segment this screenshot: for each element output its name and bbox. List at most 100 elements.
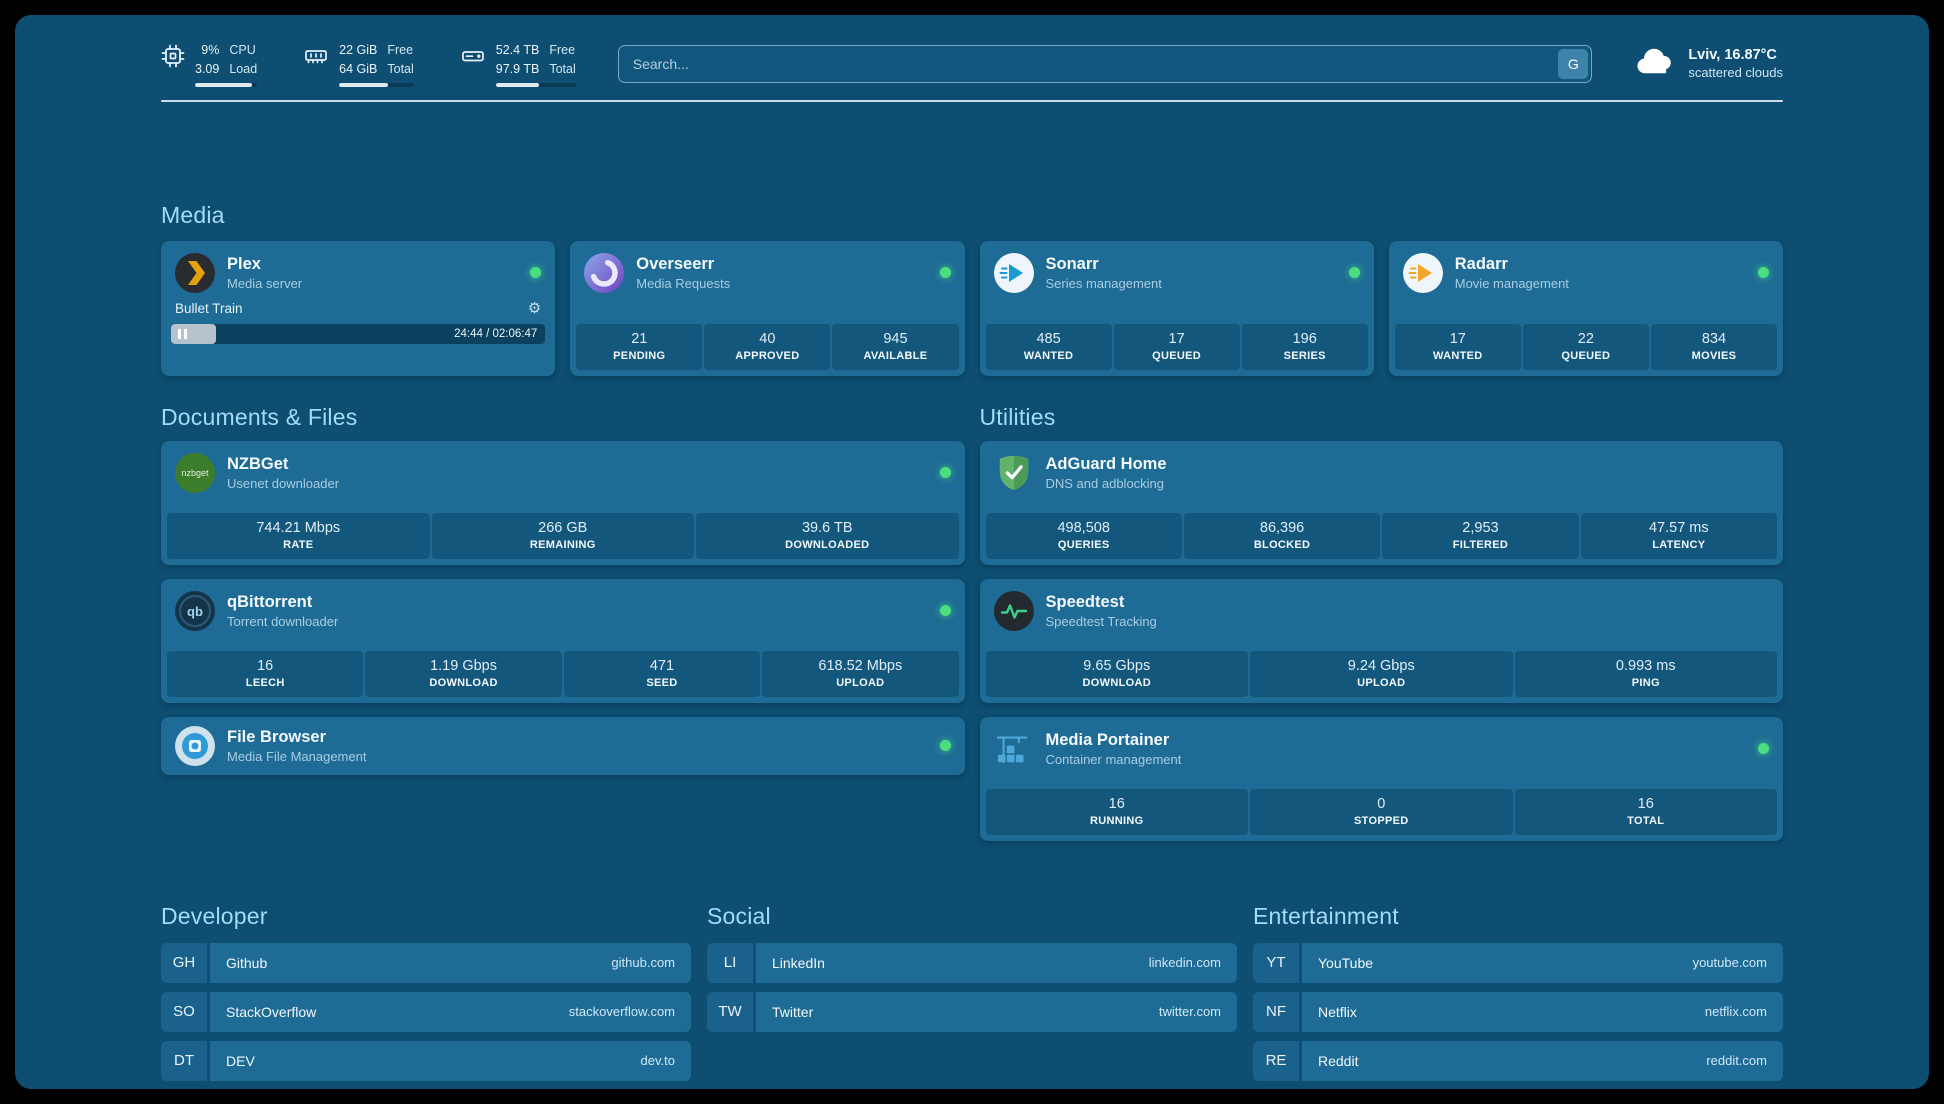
- cpu-stat: 9% 3.09 CPU Load: [161, 41, 258, 87]
- bookmark-reddit[interactable]: RE Reddit reddit.com: [1253, 1040, 1783, 1081]
- status-dot: [939, 267, 951, 278]
- service-card-speedtest[interactable]: Speedtest Speedtest Tracking 9.65 Gbps D…: [979, 578, 1783, 703]
- service-name: Media Portainer: [1045, 730, 1170, 749]
- system-stats: 9% 3.09 CPU Load: [161, 41, 576, 87]
- stat-movies: 834 MOVIES: [1650, 323, 1777, 370]
- overseerr-icon: [584, 252, 625, 293]
- section-title-developer: Developer: [161, 902, 268, 929]
- status-dot: [1348, 267, 1360, 278]
- portainer-icon: [994, 729, 1034, 769]
- service-subtitle: DNS and adblocking: [1045, 475, 1165, 491]
- documents-column: Documents & Files nzbget: [161, 376, 965, 841]
- stat-running: 16 RUNNING: [985, 788, 1248, 835]
- stat-seed: 471 SEED: [563, 650, 761, 697]
- stat-queued: 17 QUEUED: [1113, 323, 1240, 370]
- disk-usage-bar: [495, 82, 576, 87]
- svg-text:qb: qb: [187, 604, 203, 619]
- bookmark-youtube[interactable]: YT YouTube youtube.com: [1253, 942, 1783, 983]
- service-card-portainer[interactable]: Media Portainer Container management 16 …: [979, 716, 1783, 841]
- service-name: AdGuard Home: [1045, 454, 1167, 473]
- search-input[interactable]: [617, 44, 1593, 83]
- bookmark-netflix[interactable]: NF Netflix netflix.com: [1253, 991, 1783, 1032]
- status-dot: [939, 467, 951, 478]
- search-engine-button[interactable]: G: [1558, 48, 1589, 79]
- stat-ping: 0.993 ms PING: [1514, 650, 1777, 697]
- stat-leech: 16 LEECH: [167, 650, 364, 697]
- disk-icon: [460, 44, 486, 73]
- bookmarks-developer: Developer GH Github github.com SO StackO…: [161, 903, 691, 1090]
- gear-icon[interactable]: ⚙: [527, 299, 542, 317]
- stat-stopped: 0 STOPPED: [1250, 788, 1513, 835]
- section-title-media: Media: [161, 201, 225, 228]
- plex-icon: [175, 252, 215, 293]
- svg-text:nzbget: nzbget: [181, 468, 209, 478]
- service-card-radarr[interactable]: Radarr Movie management 17 WANTED 22 QUE…: [1388, 240, 1783, 376]
- service-card-plex[interactable]: Plex Media server Bullet Train ⚙ 24:44 /…: [161, 240, 556, 376]
- stat-downloaded: 39.6 TB DOWNLOADED: [696, 512, 959, 559]
- stat-download: 1.19 Gbps DOWNLOAD: [365, 650, 562, 697]
- adguard-icon: [994, 453, 1034, 493]
- bookmark-stackoverflow[interactable]: SO StackOverflow stackoverflow.com: [161, 991, 691, 1032]
- top-bar: 9% 3.09 CPU Load: [161, 15, 1783, 87]
- section-title-social: Social: [707, 902, 771, 929]
- disk-values: 52.4 TB 97.9 TB: [495, 43, 540, 76]
- service-subtitle: Torrent downloader: [227, 613, 339, 629]
- stat-queued: 22 QUEUED: [1522, 323, 1649, 370]
- bookmarks-section: Developer GH Github github.com SO StackO…: [161, 903, 1783, 1090]
- service-card-adguard[interactable]: AdGuard Home DNS and adblocking 498,508 …: [979, 440, 1783, 565]
- media-grid: Plex Media server Bullet Train ⚙ 24:44 /…: [161, 240, 1783, 376]
- service-subtitle: Media Requests: [636, 275, 731, 291]
- bookmarks-social: Social LI LinkedIn linkedin.com TW Twitt…: [707, 903, 1237, 1090]
- stat-remaining: 266 GB REMAINING: [431, 512, 694, 559]
- service-card-overseerr[interactable]: Overseerr Media Requests 21 PENDING 40 A…: [570, 240, 965, 376]
- ram-labels: Free Total: [387, 43, 414, 76]
- status-dot: [939, 605, 951, 616]
- bookmark-github[interactable]: GH Github github.com: [161, 942, 691, 983]
- service-subtitle: Speedtest Tracking: [1045, 613, 1157, 629]
- radarr-icon: [1402, 252, 1443, 293]
- utilities-column: Utilities: [979, 376, 1783, 841]
- status-dot: [1758, 267, 1769, 278]
- now-playing-title: Bullet Train: [175, 300, 243, 316]
- disk-labels: Free Total: [549, 43, 576, 76]
- dashboard-page: 9% 3.09 CPU Load: [15, 15, 1929, 1089]
- bookmark-linkedin[interactable]: LI LinkedIn linkedin.com: [707, 942, 1237, 983]
- service-card-sonarr[interactable]: Sonarr Series management 485 WANTED 17 Q…: [979, 240, 1374, 376]
- filebrowser-icon: [175, 725, 215, 766]
- service-name: NZBGet: [227, 454, 289, 473]
- service-name: Sonarr: [1045, 254, 1099, 273]
- stat-wanted: 17 WANTED: [1394, 323, 1521, 370]
- stat-download: 9.65 Gbps DOWNLOAD: [985, 650, 1248, 697]
- section-title-utilities: Utilities: [979, 403, 1056, 430]
- stat-upload: 9.24 Gbps UPLOAD: [1250, 650, 1513, 697]
- playback-progress-bar[interactable]: 24:44 / 02:06:47: [171, 323, 546, 344]
- ram-usage-bar: [339, 82, 414, 87]
- service-card-nzbget[interactable]: nzbget NZBGet Usenet downloader 74: [161, 440, 965, 565]
- service-name: Speedtest: [1045, 592, 1125, 611]
- service-card-filebrowser[interactable]: File Browser Media File Management: [161, 716, 965, 775]
- disk-stat: 52.4 TB 97.9 TB Free Total: [460, 41, 576, 87]
- bookmarks-entertainment: Entertainment YT YouTube youtube.com NF …: [1253, 903, 1783, 1090]
- service-subtitle: Usenet downloader: [227, 475, 340, 491]
- weather-location: Lviv, 16.87°C: [1688, 47, 1777, 64]
- stat-rate: 744.21 Mbps RATE: [167, 512, 430, 559]
- speedtest-icon: [993, 590, 1034, 631]
- service-name: Radarr: [1454, 254, 1508, 273]
- weather-widget: Lviv, 16.87°C scattered clouds: [1634, 45, 1783, 82]
- ram-stat: 22 GiB 64 GiB Free Total: [303, 41, 414, 87]
- weather-condition: scattered clouds: [1688, 65, 1783, 81]
- bookmark-dev[interactable]: DT DEV dev.to: [161, 1040, 691, 1081]
- sonarr-icon: [993, 252, 1034, 293]
- service-card-qbittorrent[interactable]: qb qBittorrent Torrent downloader: [161, 578, 965, 703]
- stat-latency: 47.57 ms LATENCY: [1580, 512, 1777, 559]
- bookmark-twitter[interactable]: TW Twitter twitter.com: [707, 991, 1237, 1032]
- cpu-icon: [161, 44, 185, 73]
- pause-icon[interactable]: [178, 328, 187, 339]
- service-subtitle: Media server: [227, 275, 303, 291]
- stat-blocked: 86,396 BLOCKED: [1183, 512, 1381, 559]
- header-divider: [161, 99, 1783, 102]
- status-dot: [530, 267, 542, 278]
- stat-approved: 40 APPROVED: [704, 323, 831, 370]
- status-dot: [1758, 743, 1769, 754]
- qbittorrent-icon: qb: [175, 590, 215, 631]
